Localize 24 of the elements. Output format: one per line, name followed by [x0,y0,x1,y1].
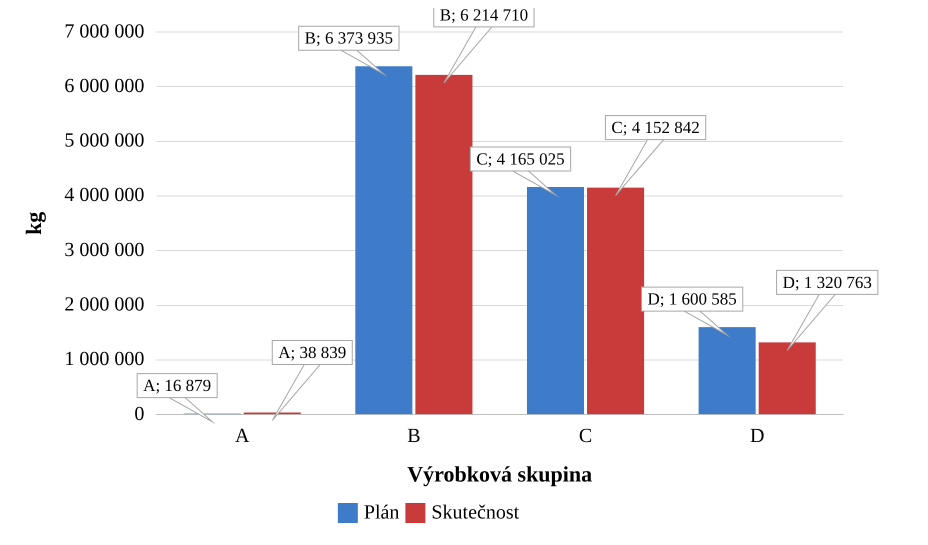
x-tick-label: A [235,424,250,447]
y-tick-label: 2 000 000 [64,294,144,316]
y-tick-label: 4 000 000 [64,184,144,206]
y-tick-label: 5 000 000 [64,130,144,152]
x-axis-title: Výrobková skupina [407,461,592,486]
legend-label: Plán [364,501,400,524]
data-label: A; 38 839 [278,342,346,362]
data-label: C; 4 165 025 [476,149,565,168]
legend-label: Skutečnost [431,501,520,524]
data-label: C; 4 152 842 [611,118,700,138]
y-tick-label: 0 [134,402,144,425]
x-tick-label: C [578,424,592,447]
y-axis-title: kg [20,212,46,235]
x-tick-label: D [750,424,764,447]
y-tick-label: 7 000 000 [64,20,144,42]
x-tick-label: B [407,424,421,447]
data-label: A; 16 879 [143,376,212,396]
data-label: D; 1 320 763 [782,272,872,292]
data-label: B; 6 373 935 [304,28,393,48]
data-label: D; 1 600 585 [648,290,737,309]
y-tick-label: 3 000 000 [64,238,144,261]
y-tick-label: 1 000 000 [64,348,144,370]
y-tick-label: 6 000 000 [64,74,144,97]
data-label: B; 6 214 710 [440,5,528,24]
